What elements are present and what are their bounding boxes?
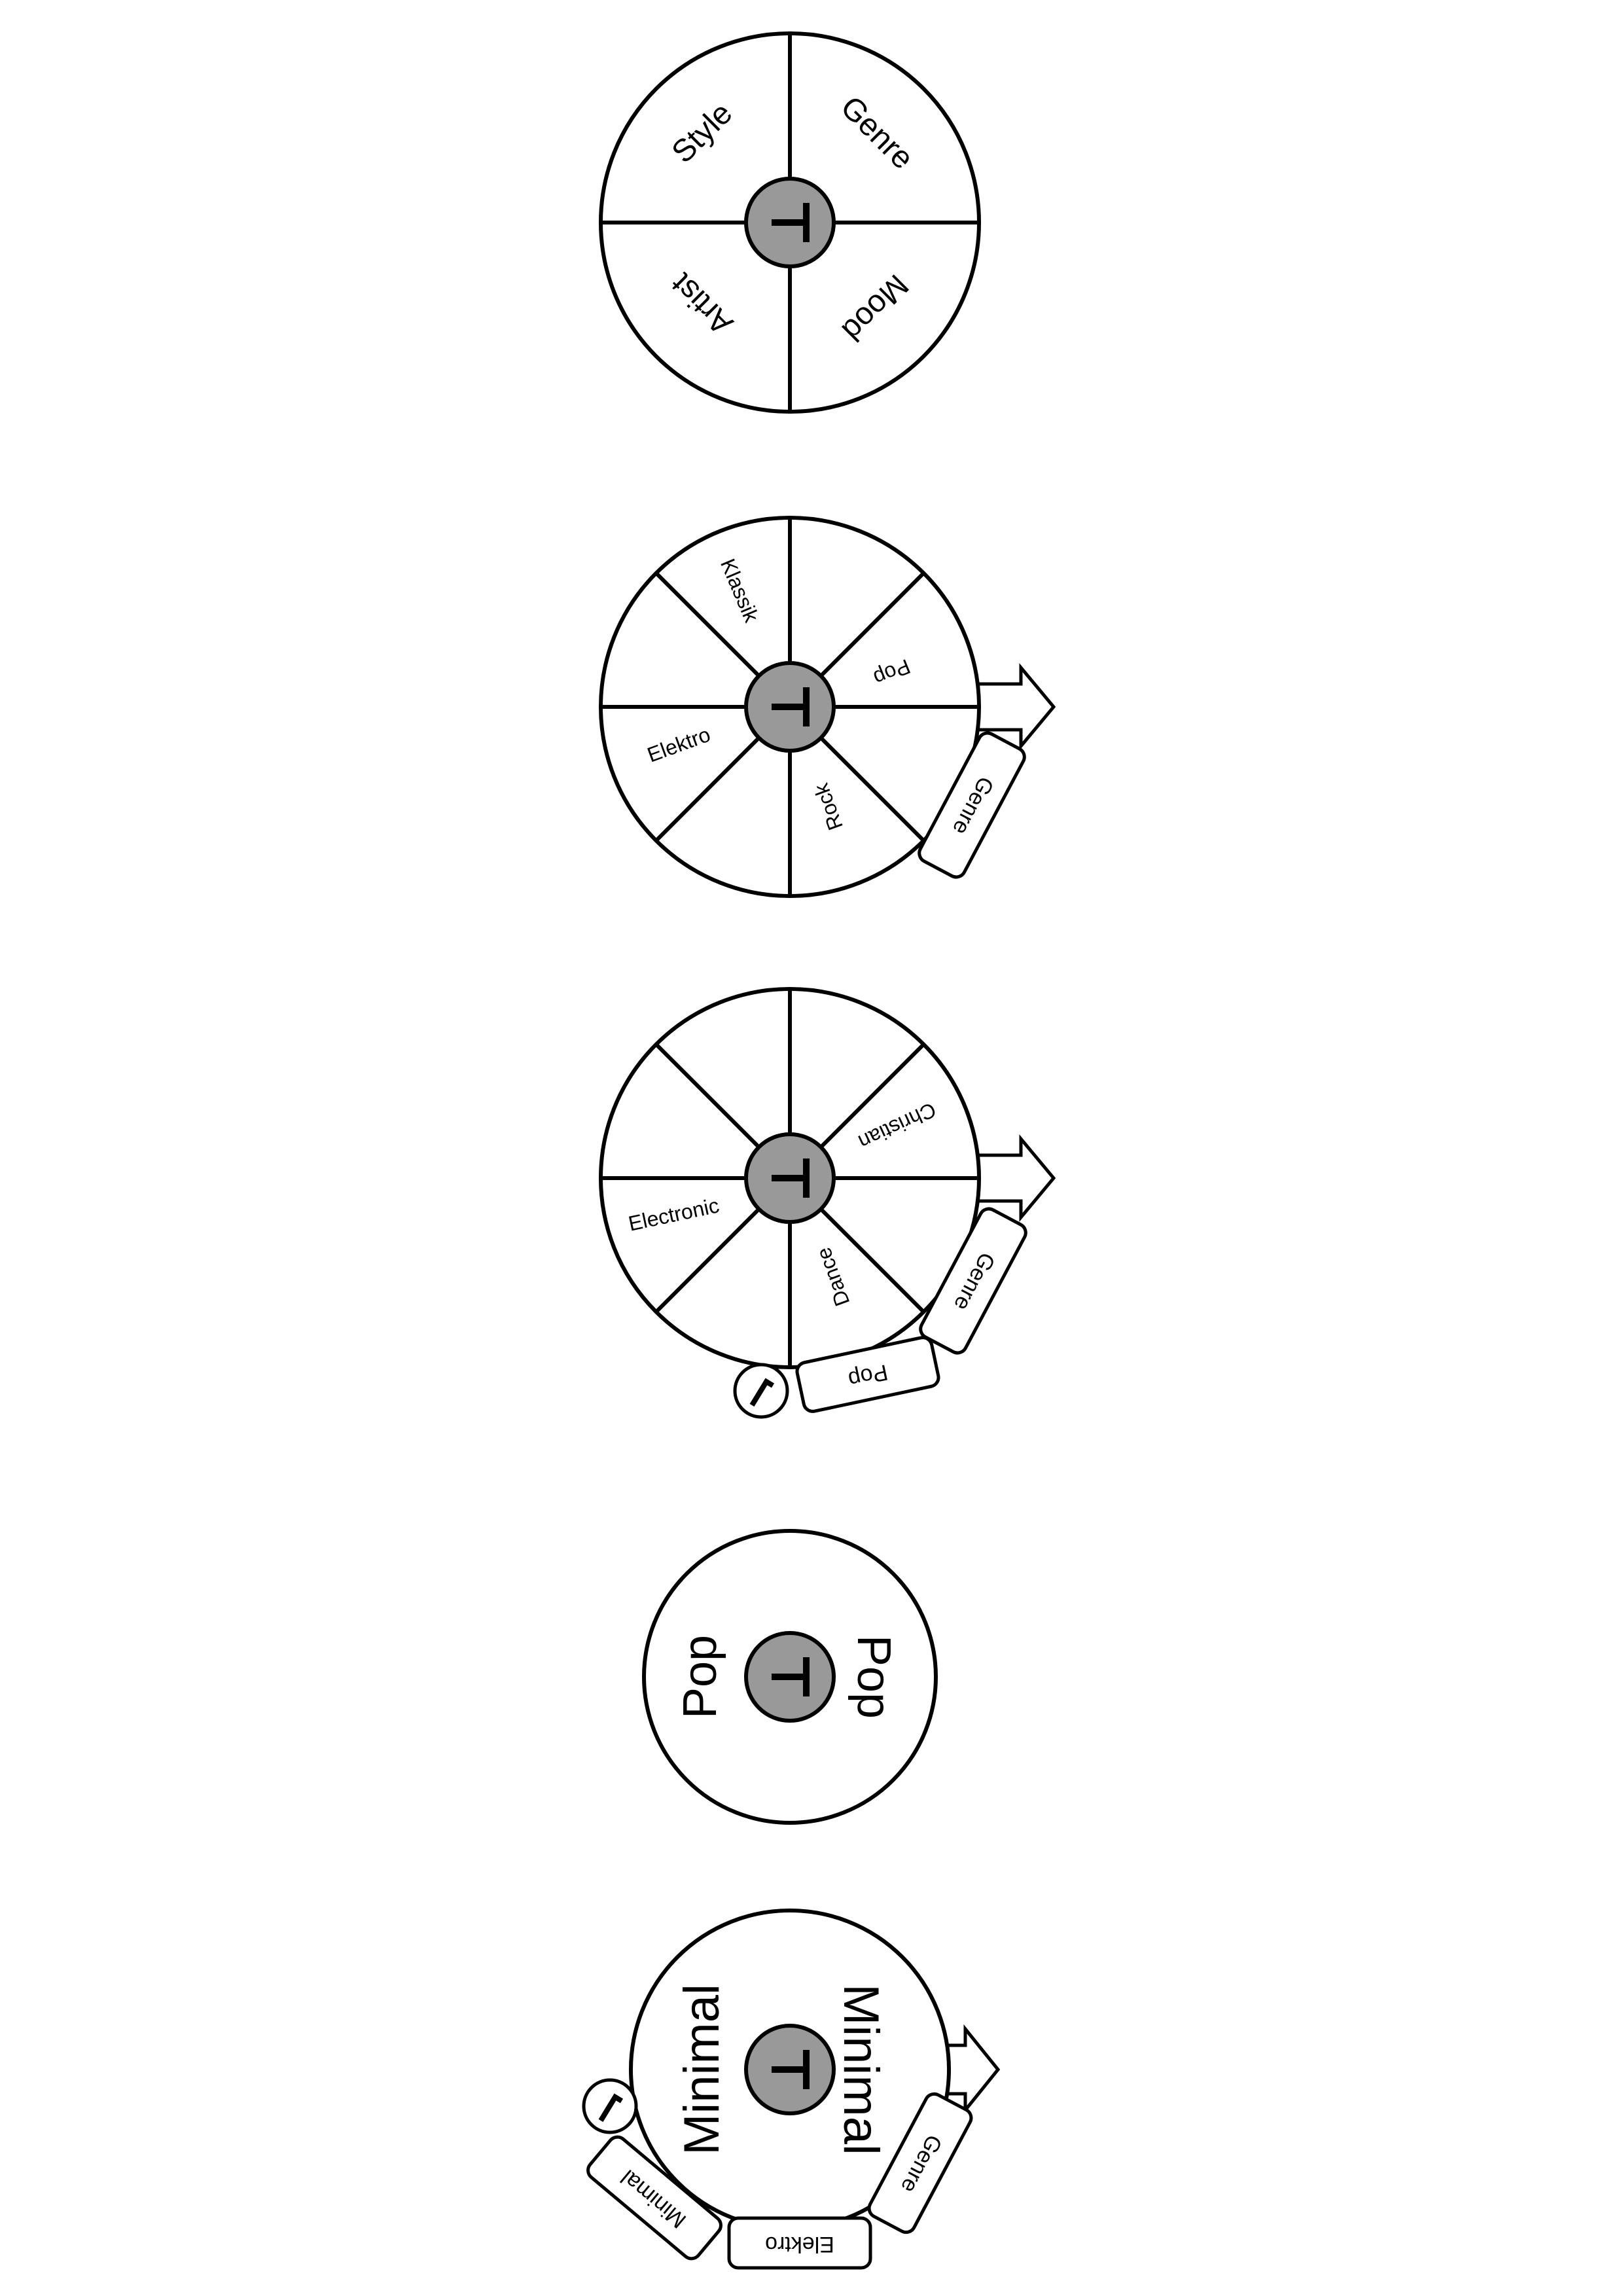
tab-box [795,1336,940,1413]
wheel-2: Klassik Pop Rock Elektro Genre [599,516,1056,898]
tab-box [867,2092,973,2234]
wheel-5: Minimal Minimal Genre Elektro Minimal [582,1909,1001,2270]
wheel-3: Christian Dance Electronic Genre Pop [599,987,1056,1419]
wheel-1: Style Genre Mood Artist [599,31,981,414]
right-arrow-icon[interactable] [973,1134,1056,1222]
tab-box [919,1207,1027,1355]
wheel-4-label-right[interactable]: Pop [847,1635,900,1719]
wheel-5-label-left[interactable]: Minimal [674,1984,730,2155]
wheel-3-tab-genre[interactable]: Genre [918,1206,1029,1356]
wheel-5-tab-minimal[interactable]: Minimal [584,2133,724,2262]
wheel-4-label-left[interactable]: Pop [674,1635,726,1719]
checkmark-icon [749,1378,775,1407]
wheel-3-tab-pop[interactable]: Pop [795,1336,940,1413]
wheel-3-check[interactable] [733,1363,789,1419]
wheel-5-check[interactable] [582,2078,638,2134]
tab-box [586,2135,722,2261]
tab-label: Elektro [765,2232,834,2257]
tab-box [918,731,1026,879]
tab-box [727,2216,872,2270]
wheel-5-tab-elektro[interactable]: Elektro [727,2216,872,2270]
wheel-4: Pop Pop [642,1529,938,1825]
right-arrow-icon[interactable] [973,663,1056,751]
checkmark-icon [598,2093,624,2123]
wheel-2-tab-genre[interactable]: Genre [916,730,1027,880]
wheel-5-label-right[interactable]: Minimal [833,1984,889,2155]
